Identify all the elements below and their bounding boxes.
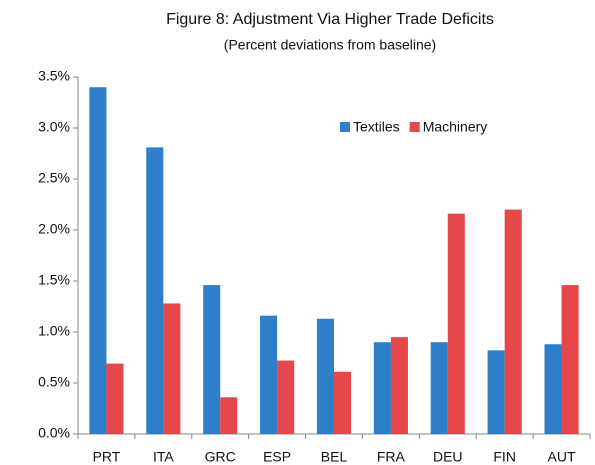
bar — [316, 318, 334, 434]
bar — [430, 342, 448, 434]
x-tick-label: PRT — [93, 449, 121, 465]
bar — [203, 285, 221, 434]
legend-label: Textiles — [353, 119, 400, 135]
y-tick-label: 3.5% — [38, 68, 70, 84]
bar — [106, 363, 124, 434]
x-tick-label: FRA — [377, 449, 406, 465]
bar — [146, 147, 164, 434]
x-tick-label: DEU — [433, 449, 463, 465]
bar — [277, 360, 295, 434]
chart-subtitle: (Percent deviations from baseline) — [224, 37, 436, 53]
x-tick-label: ESP — [263, 449, 291, 465]
bar — [487, 350, 505, 434]
x-tick-label: FIN — [493, 449, 516, 465]
bar — [220, 397, 238, 434]
chart-title: Figure 8: Adjustment Via Higher Trade De… — [166, 11, 494, 28]
bar — [390, 337, 408, 434]
bar — [260, 315, 278, 434]
bar — [447, 213, 465, 434]
bar — [544, 344, 562, 434]
y-tick-label: 0.5% — [38, 374, 70, 390]
y-tick-label: 1.5% — [38, 272, 70, 288]
y-tick-label: 2.0% — [38, 221, 70, 237]
y-tick-label: 2.5% — [38, 170, 70, 186]
bar — [89, 87, 107, 434]
bar — [504, 209, 522, 434]
y-tick-label: 1.0% — [38, 323, 70, 339]
legend-label: Machinery — [423, 119, 488, 135]
bar — [163, 303, 181, 434]
y-tick-label: 3.0% — [38, 119, 70, 135]
legend-swatch — [340, 122, 350, 132]
x-tick-label: GRC — [205, 449, 236, 465]
bar — [373, 342, 391, 434]
x-tick-label: ITA — [153, 449, 174, 465]
x-tick-label: AUT — [548, 449, 576, 465]
bar — [561, 285, 579, 434]
x-tick-label: BEL — [321, 449, 348, 465]
bar — [334, 371, 352, 434]
legend-swatch — [409, 122, 420, 132]
y-tick-label: 0.0% — [38, 425, 70, 441]
